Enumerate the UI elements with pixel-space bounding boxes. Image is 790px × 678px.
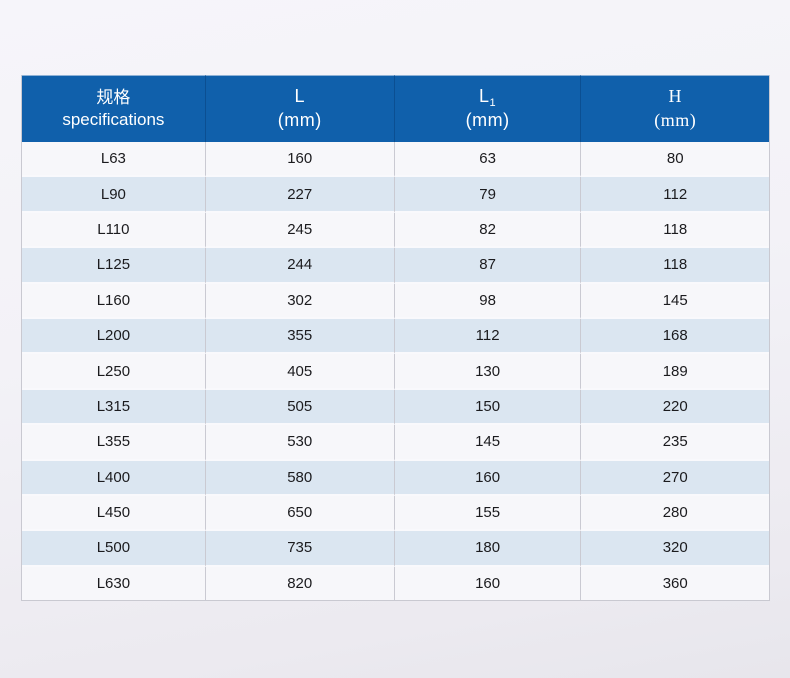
cell-h-value: 189 [581,354,769,390]
cell-l-value: 505 [205,389,395,426]
cell-l1-value: 160 [394,566,582,601]
cell-specification: L355 [22,425,206,461]
header-row: 规格 specifications L (mm) L1 (mm) H (mm) [22,75,769,142]
header-l1-subscript: 1 [489,97,497,110]
specifications-table: 规格 specifications L (mm) L1 (mm) H (mm) … [21,75,770,602]
cell-specification: L500 [22,531,206,567]
cell-l-value: 820 [205,566,395,601]
table-row: L160 302 98 145 [22,283,769,319]
cell-l1-value: 145 [394,425,582,461]
cell-l-value: 530 [205,425,395,461]
cell-l1-value: 180 [394,531,582,567]
table-row: L630 820 160 360 [22,566,769,601]
cell-specification: L630 [22,566,206,601]
cell-l1-value: 79 [394,177,582,213]
table-row: L90 227 79 112 [22,177,769,213]
table-row: L125 244 87 118 [22,248,769,284]
cell-h-value: 80 [581,142,769,178]
header-cell-h: H (mm) [581,75,769,142]
cell-l1-value: 112 [394,318,582,355]
table-row: L500 735 180 320 [22,531,769,567]
cell-specification: L450 [22,495,206,532]
cell-l1-value: 98 [394,283,582,319]
cell-specification: L160 [22,283,206,319]
cell-l-value: 302 [205,283,395,319]
header-specifications-en: specifications [62,110,165,129]
cell-h-value: 360 [581,566,769,601]
cell-specification: L110 [22,212,206,249]
cell-l1-value: 160 [394,460,582,496]
cell-h-value: 270 [581,460,769,496]
header-h-unit: (mm) [654,110,697,130]
cell-l-value: 227 [205,177,395,213]
cell-specification: L90 [22,177,206,213]
header-cell-l1: L1 (mm) [394,75,582,142]
table-row: L200 355 112 168 [22,318,769,355]
cell-h-value: 118 [581,212,769,249]
cell-l-value: 650 [205,495,395,532]
cell-l1-value: 155 [394,495,582,532]
cell-l-value: 405 [205,354,395,390]
cell-l-value: 355 [205,318,395,355]
header-cell-specifications: 规格 specifications [22,75,206,142]
table-row: L110 245 82 118 [22,212,769,249]
cell-specification: L200 [22,318,206,355]
cell-specification: L315 [22,389,206,426]
cell-l-value: 735 [205,531,395,567]
table-row: L315 505 150 220 [22,389,769,426]
specifications-table-container: 规格 specifications L (mm) L1 (mm) H (mm) … [21,75,770,602]
table-row: L250 405 130 189 [22,354,769,390]
cell-h-value: 168 [581,318,769,355]
header-l1-unit: (mm) [465,110,510,130]
header-l1-symbol: L1 [479,86,497,110]
cell-h-value: 145 [581,283,769,319]
cell-specification: L63 [22,142,206,178]
header-l-symbol: L [294,86,305,107]
spec-table-body: L63 160 63 80 L90 227 79 112 L110 245 82… [22,142,769,601]
cell-l-value: 245 [205,212,395,249]
cell-l1-value: 87 [394,248,582,284]
header-specifications-cn: 规格 [96,87,131,107]
table-row: L400 580 160 270 [22,460,769,496]
table-row: L450 650 155 280 [22,495,769,532]
header-l-unit: (mm) [277,110,322,130]
cell-h-value: 220 [581,389,769,426]
cell-l-value: 160 [205,142,395,178]
cell-specification: L125 [22,248,206,284]
table-row: L63 160 63 80 [22,142,769,178]
cell-l1-value: 130 [394,354,582,390]
cell-h-value: 112 [581,177,769,213]
cell-l1-value: 63 [394,142,582,178]
cell-specification: L400 [22,460,206,496]
cell-specification: L250 [22,354,206,390]
cell-l1-value: 150 [394,389,582,426]
specifications-table-header: 规格 specifications L (mm) L1 (mm) H (mm) [22,75,769,142]
header-cell-l: L (mm) [205,75,395,142]
header-h-symbol: H [668,86,682,107]
cell-h-value: 118 [581,248,769,284]
cell-h-value: 280 [581,495,769,532]
table-row: L355 530 145 235 [22,425,769,461]
cell-h-value: 235 [581,425,769,461]
cell-h-value: 320 [581,531,769,567]
cell-l-value: 244 [205,248,395,284]
cell-l-value: 580 [205,460,395,496]
cell-l1-value: 82 [394,212,582,249]
